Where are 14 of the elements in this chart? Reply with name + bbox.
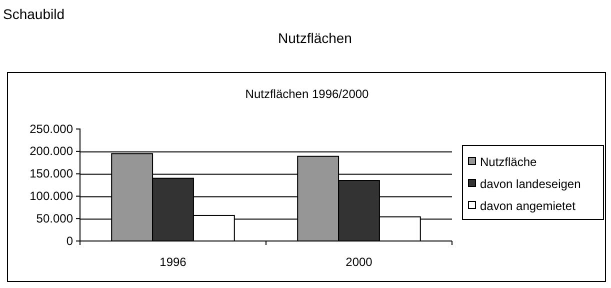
y-tick-label: 50.000 — [36, 211, 74, 226]
text: Schaubild — [3, 6, 64, 22]
y-tick-label: 250.000 — [30, 122, 74, 136]
y-tick-label: 100.000 — [30, 189, 74, 204]
legend-label: davon angemietet — [480, 199, 576, 213]
text: Nutzflächen — [278, 30, 352, 46]
y-tick-label: 200.000 — [30, 144, 74, 158]
legend-label: Nutzfläche — [480, 155, 538, 169]
x-tick-label: 1996 — [160, 255, 187, 269]
x-tick-label: 2000 — [346, 255, 373, 269]
y-tick-label: 150.000 — [30, 166, 74, 181]
y-tick-label: 0 — [66, 234, 74, 248]
chart-title: Nutzflächen 1996/2000 — [245, 87, 370, 101]
legend-label: davon landeseigen — [480, 177, 581, 191]
